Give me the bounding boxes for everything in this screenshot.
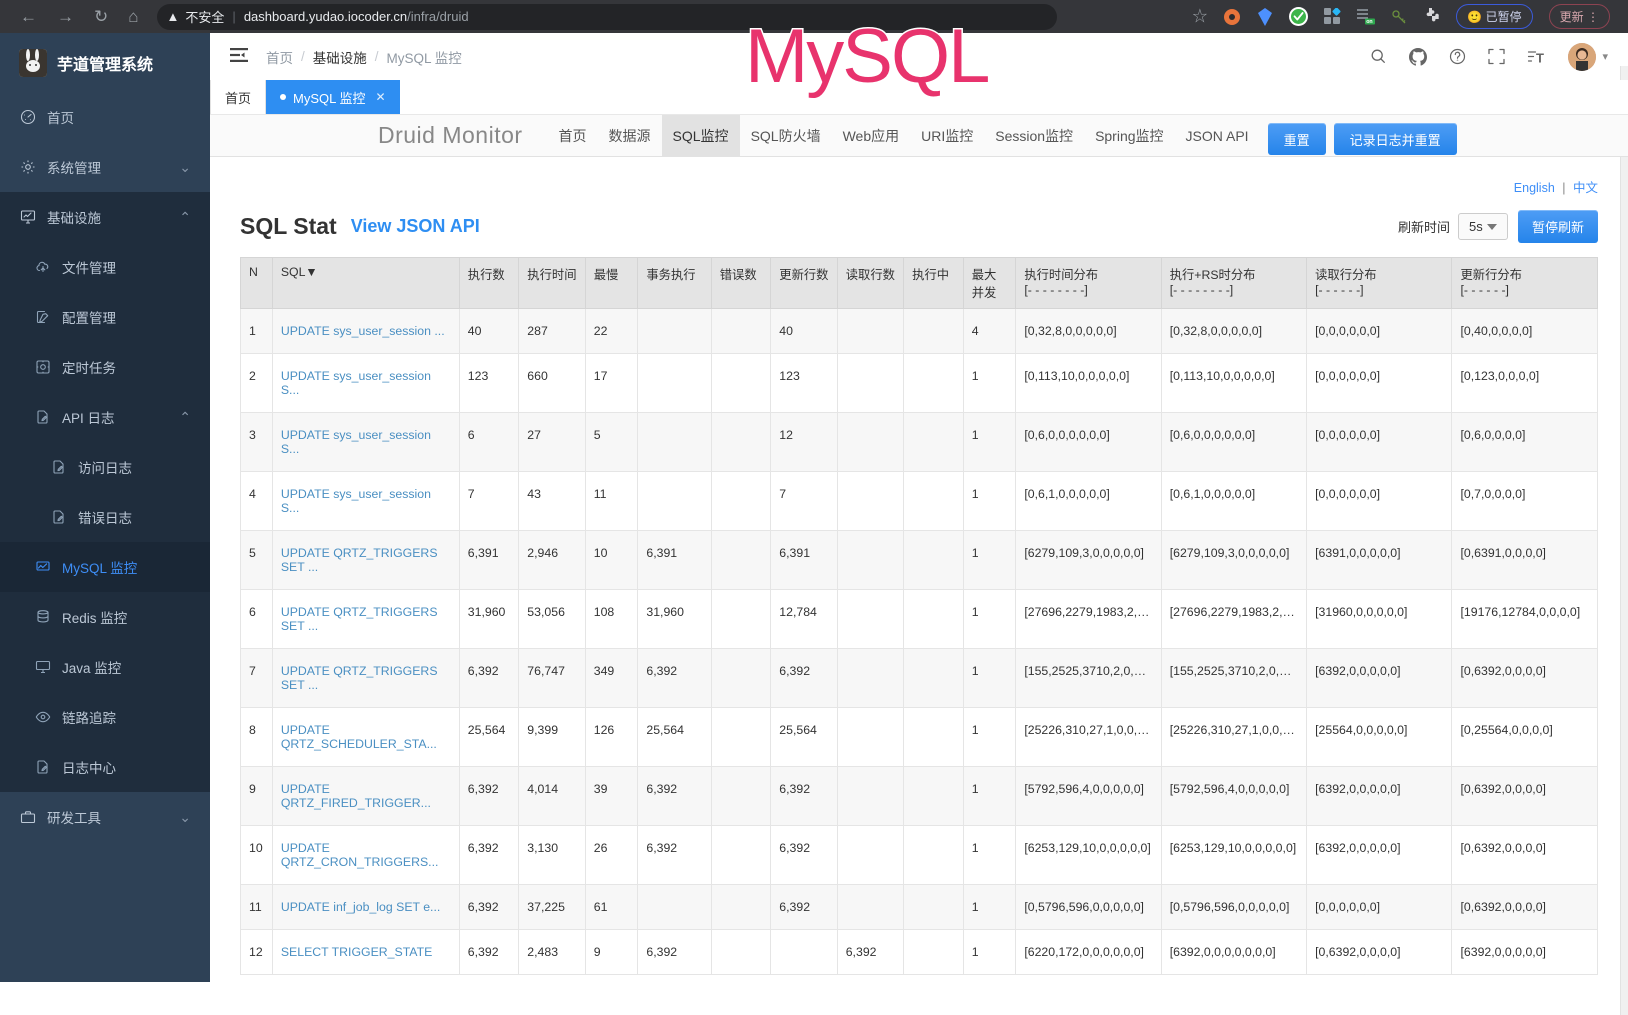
svg-text:T: T xyxy=(1536,51,1544,66)
svg-text:on: on xyxy=(1367,19,1373,25)
